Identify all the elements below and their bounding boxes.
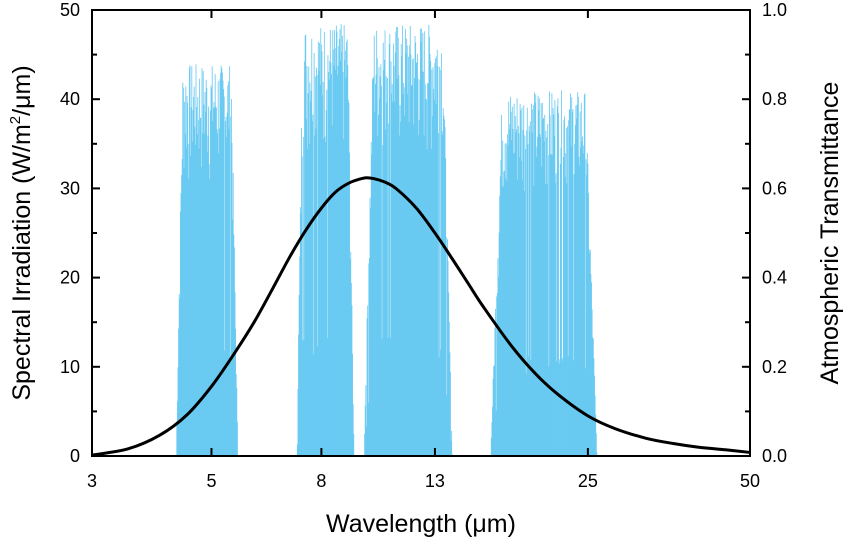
- y-axis-left-title: Spectral Irradiation (W/m2/μm): [7, 65, 36, 400]
- y-axis-left-title-sup: 2: [7, 116, 24, 124]
- transmittance-band-2: [296, 24, 355, 456]
- y-left-tick-label: 50: [60, 0, 80, 20]
- x-tick-label: 8: [316, 471, 326, 491]
- y-left-tick-label: 20: [60, 268, 80, 288]
- x-axis-title-suffix: ): [508, 510, 516, 538]
- y-axis-right: 0.0 0.2 0.4 0.6 0.8 1.0: [742, 0, 787, 466]
- y-left-tick-label: 10: [60, 357, 80, 377]
- transmittance-band-1: [176, 64, 238, 456]
- y-right-tick-label: 0.6: [762, 178, 787, 198]
- y-axis-right-title: Atmospheric Transmittance: [816, 82, 844, 385]
- x-axis-title-unit: μm: [472, 510, 507, 538]
- y-right-tick-label: 1.0: [762, 0, 787, 20]
- y-right-tick-label: 0.2: [762, 357, 787, 377]
- y-axis-left: 0 10 20 30 40 50: [60, 0, 100, 466]
- transmittance-series: [176, 24, 598, 456]
- x-tick-label: 3: [87, 471, 97, 491]
- y-left-tick-label: 40: [60, 89, 80, 109]
- transmittance-band-4: [490, 90, 598, 456]
- x-tick-label: 13: [425, 471, 445, 491]
- x-tick-label: 50: [740, 471, 760, 491]
- x-tick-label: 25: [578, 471, 598, 491]
- y-left-tick-label: 0: [70, 446, 80, 466]
- x-axis-title: Wavelength (μm): [326, 510, 516, 538]
- x-axis-title-prefix: Wavelength (: [326, 510, 473, 538]
- irradiation-series-line: [91, 176, 751, 457]
- y-right-tick-label: 0.8: [762, 89, 787, 109]
- x-axis: 3 5 8 13 25 50: [87, 10, 760, 491]
- x-tick-label: 5: [206, 471, 216, 491]
- transmittance-band-3: [364, 24, 453, 456]
- y-left-tick-label: 30: [60, 178, 80, 198]
- y-right-tick-label: 0.0: [762, 446, 787, 466]
- y-axis-left-title-suffix: /μm): [8, 65, 36, 116]
- y-right-tick-label: 0.4: [762, 268, 787, 288]
- y-axis-left-title-prefix: Spectral Irradiation (W/m: [8, 124, 36, 400]
